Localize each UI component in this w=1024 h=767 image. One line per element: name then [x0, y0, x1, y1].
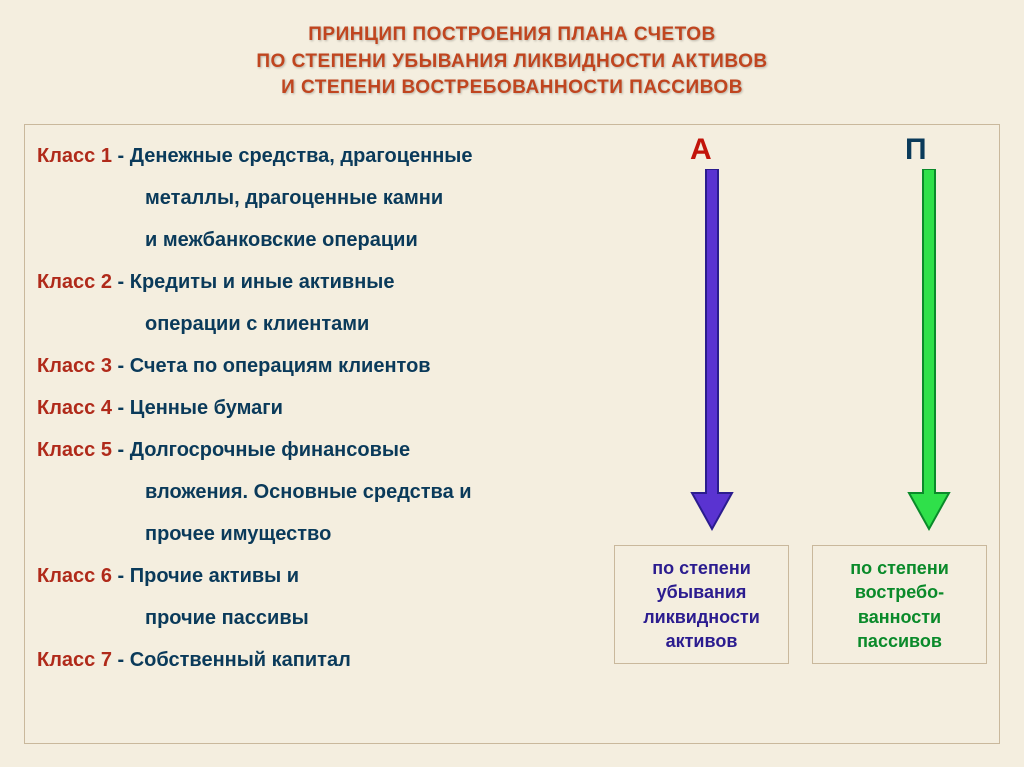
legend-a-line2: убывания [657, 582, 747, 602]
slide: ПРИНЦИП ПОСТРОЕНИЯ ПЛАНА СЧЕТОВ ПО СТЕПЕ… [0, 0, 1024, 767]
arrow-down-a [688, 169, 736, 541]
class-label: Класс 7 [37, 649, 112, 671]
class-text: прочие пассивы [145, 607, 309, 629]
class-text: металлы, драгоценные камни [145, 187, 443, 209]
title-line3: И СТЕПЕНИ ВОСТРЕБОВАННОСТИ ПАССИВОВ [281, 77, 743, 98]
class-row: Класс 3 - Счета по операциям клиентов [37, 345, 597, 387]
class-row-cont: и межбанковские операции [37, 219, 597, 261]
legend-p-line1: по степени [850, 558, 949, 578]
content-box: Класс 1 - Денежные средства, драгоценные… [24, 124, 1000, 744]
class-text: прочее имущество [145, 523, 331, 545]
class-text: - Счета по операциям клиентов [112, 355, 431, 377]
legend-a-line3: ликвидности [643, 607, 760, 627]
class-row: Класс 6 - Прочие активы и [37, 555, 597, 597]
column-header-a: А [690, 133, 712, 167]
class-row-cont: прочее имущество [37, 513, 597, 555]
class-label: Класс 1 [37, 145, 112, 167]
legend-assets: по степени убывания ликвидности активов [614, 545, 789, 664]
legend-p-line2: востребо- [855, 582, 944, 602]
class-text: вложения. Основные средства и [145, 481, 472, 503]
legend-p-line3: ванности [858, 607, 941, 627]
arrow-down-p [905, 169, 953, 541]
class-list: Класс 1 - Денежные средства, драгоценные… [37, 135, 597, 681]
class-row-cont: операции с клиентами [37, 303, 597, 345]
class-text: - Прочие активы и [112, 565, 299, 587]
class-row-cont: прочие пассивы [37, 597, 597, 639]
legend-a-line4: активов [666, 631, 738, 651]
class-text: операции с клиентами [145, 313, 369, 335]
class-row: Класс 5 - Долгосрочные финансовые [37, 429, 597, 471]
class-row: Класс 2 - Кредиты и иные активные [37, 261, 597, 303]
class-row-cont: вложения. Основные средства и [37, 471, 597, 513]
legend-a-line1: по степени [652, 558, 751, 578]
class-text: - Собственный капитал [112, 649, 351, 671]
legend-p-line4: пассивов [857, 631, 942, 651]
slide-title: ПРИНЦИП ПОСТРОЕНИЯ ПЛАНА СЧЕТОВ ПО СТЕПЕ… [0, 0, 1024, 102]
class-text: - Ценные бумаги [112, 397, 283, 419]
class-text: - Кредиты и иные активные [112, 271, 395, 293]
class-label: Класс 5 [37, 439, 112, 461]
column-header-p: П [905, 133, 927, 167]
class-label: Класс 4 [37, 397, 112, 419]
title-line1: ПРИНЦИП ПОСТРОЕНИЯ ПЛАНА СЧЕТОВ [308, 24, 716, 45]
arrows-area: А П по степени убывания ликвидности акти… [610, 133, 990, 743]
class-row: Класс 4 - Ценные бумаги [37, 387, 597, 429]
class-text: - Долгосрочные финансовые [112, 439, 410, 461]
class-row: Класс 7 - Собственный капитал [37, 639, 597, 681]
class-label: Класс 3 [37, 355, 112, 377]
class-text: - Денежные средства, драгоценные [112, 145, 473, 167]
class-row-cont: металлы, драгоценные камни [37, 177, 597, 219]
title-line2: ПО СТЕПЕНИ УБЫВАНИЯ ЛИКВИДНОСТИ АКТИВОВ [256, 51, 767, 72]
legend-liabilities: по степени востребо- ванности пассивов [812, 545, 987, 664]
class-text: и межбанковские операции [145, 229, 418, 251]
class-label: Класс 2 [37, 271, 112, 293]
class-label: Класс 6 [37, 565, 112, 587]
class-row: Класс 1 - Денежные средства, драгоценные [37, 135, 597, 177]
